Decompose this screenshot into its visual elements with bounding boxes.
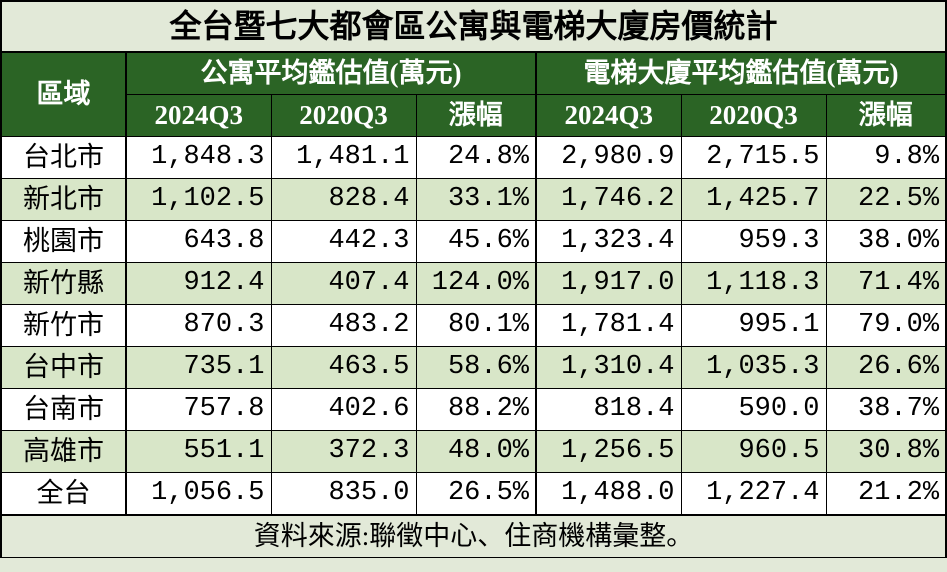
header-region: 區域	[1, 52, 126, 137]
cell-b-q2: 959.3	[681, 220, 826, 262]
cell-b-q2: 960.5	[681, 431, 826, 473]
cell-b-q1: 1,488.0	[536, 473, 681, 516]
table-row: 台南市757.8402.688.2%818.4590.038.7%	[1, 389, 946, 431]
cell-b-q2: 590.0	[681, 389, 826, 431]
cell-b-q1: 1,746.2	[536, 178, 681, 220]
cell-a-pct: 124.0%	[416, 263, 536, 305]
header-row-1: 區域 公寓平均鑑估值(萬元) 電梯大廈平均鑑估值(萬元)	[1, 52, 946, 95]
cell-b-pct: 79.0%	[826, 305, 946, 347]
cell-b-pct: 38.7%	[826, 389, 946, 431]
footer-row: 資料來源:聯徵中心、住商機構彙整。	[1, 515, 946, 558]
cell-b-q1: 1,310.4	[536, 347, 681, 389]
table-row: 桃園市643.8442.345.6%1,323.4959.338.0%	[1, 220, 946, 262]
cell-a-q1: 643.8	[126, 220, 271, 262]
cell-b-q2: 1,035.3	[681, 347, 826, 389]
table-row: 台北市1,848.31,481.124.8%2,980.92,715.59.8%	[1, 136, 946, 178]
cell-region: 新北市	[1, 178, 126, 220]
header-a-q1: 2024Q3	[126, 94, 271, 136]
cell-region: 新竹縣	[1, 263, 126, 305]
cell-region: 台南市	[1, 389, 126, 431]
cell-a-q2: 402.6	[271, 389, 416, 431]
cell-b-pct: 30.8%	[826, 431, 946, 473]
cell-a-q2: 483.2	[271, 305, 416, 347]
cell-a-q2: 835.0	[271, 473, 416, 516]
table-row: 新竹市870.3483.280.1%1,781.4995.179.0%	[1, 305, 946, 347]
header-group-elevator: 電梯大廈平均鑑估值(萬元)	[536, 52, 946, 95]
cell-b-pct: 22.5%	[826, 178, 946, 220]
cell-a-q2: 828.4	[271, 178, 416, 220]
header-b-q1: 2024Q3	[536, 94, 681, 136]
cell-b-q2: 1,425.7	[681, 178, 826, 220]
cell-region: 台北市	[1, 136, 126, 178]
header-row-2: 2024Q3 2020Q3 漲幅 2024Q3 2020Q3 漲幅	[1, 94, 946, 136]
table-body: 台北市1,848.31,481.124.8%2,980.92,715.59.8%…	[1, 136, 946, 515]
cell-a-q2: 372.3	[271, 431, 416, 473]
cell-a-pct: 26.5%	[416, 473, 536, 516]
cell-a-pct: 33.1%	[416, 178, 536, 220]
cell-b-pct: 21.2%	[826, 473, 946, 516]
cell-a-q1: 870.3	[126, 305, 271, 347]
table-row: 新北市1,102.5828.433.1%1,746.21,425.722.5%	[1, 178, 946, 220]
cell-a-pct: 58.6%	[416, 347, 536, 389]
cell-b-q2: 1,227.4	[681, 473, 826, 516]
cell-a-q1: 735.1	[126, 347, 271, 389]
cell-a-q1: 551.1	[126, 431, 271, 473]
cell-a-pct: 24.8%	[416, 136, 536, 178]
cell-a-q2: 407.4	[271, 263, 416, 305]
table-title: 全台暨七大都會區公寓與電梯大廈房價統計	[1, 1, 946, 52]
header-b-q2: 2020Q3	[681, 94, 826, 136]
cell-b-q2: 1,118.3	[681, 263, 826, 305]
cell-b-q1: 2,980.9	[536, 136, 681, 178]
cell-a-pct: 48.0%	[416, 431, 536, 473]
cell-b-q1: 1,917.0	[536, 263, 681, 305]
header-b-pct: 漲幅	[826, 94, 946, 136]
cell-b-q2: 2,715.5	[681, 136, 826, 178]
cell-a-q1: 912.4	[126, 263, 271, 305]
title-row: 全台暨七大都會區公寓與電梯大廈房價統計	[1, 1, 946, 52]
cell-b-q1: 1,781.4	[536, 305, 681, 347]
cell-a-pct: 88.2%	[416, 389, 536, 431]
cell-a-q2: 463.5	[271, 347, 416, 389]
cell-region: 台中市	[1, 347, 126, 389]
cell-b-q1: 1,323.4	[536, 220, 681, 262]
cell-a-q1: 757.8	[126, 389, 271, 431]
header-a-q2: 2020Q3	[271, 94, 416, 136]
cell-b-pct: 38.0%	[826, 220, 946, 262]
table-row: 台中市735.1463.558.6%1,310.41,035.326.6%	[1, 347, 946, 389]
header-group-apartment: 公寓平均鑑估值(萬元)	[126, 52, 536, 95]
table-footer: 資料來源:聯徵中心、住商機構彙整。	[1, 515, 946, 558]
cell-a-q1: 1,848.3	[126, 136, 271, 178]
cell-a-q1: 1,102.5	[126, 178, 271, 220]
cell-region: 全台	[1, 473, 126, 516]
price-table: 全台暨七大都會區公寓與電梯大廈房價統計 區域 公寓平均鑑估值(萬元) 電梯大廈平…	[0, 0, 947, 558]
cell-b-q1: 818.4	[536, 389, 681, 431]
table-row: 全台1,056.5835.026.5%1,488.01,227.421.2%	[1, 473, 946, 516]
cell-a-pct: 45.6%	[416, 220, 536, 262]
cell-a-q2: 1,481.1	[271, 136, 416, 178]
table-container: 全台暨七大都會區公寓與電梯大廈房價統計 區域 公寓平均鑑估值(萬元) 電梯大廈平…	[0, 0, 947, 558]
cell-a-q2: 442.3	[271, 220, 416, 262]
cell-region: 新竹市	[1, 305, 126, 347]
cell-b-pct: 9.8%	[826, 136, 946, 178]
cell-b-q2: 995.1	[681, 305, 826, 347]
header-a-pct: 漲幅	[416, 94, 536, 136]
cell-b-pct: 71.4%	[826, 263, 946, 305]
table-row: 新竹縣912.4407.4124.0%1,917.01,118.371.4%	[1, 263, 946, 305]
cell-b-pct: 26.6%	[826, 347, 946, 389]
cell-a-pct: 80.1%	[416, 305, 536, 347]
cell-region: 高雄市	[1, 431, 126, 473]
cell-region: 桃園市	[1, 220, 126, 262]
cell-b-q1: 1,256.5	[536, 431, 681, 473]
table-row: 高雄市551.1372.348.0%1,256.5960.530.8%	[1, 431, 946, 473]
cell-a-q1: 1,056.5	[126, 473, 271, 516]
